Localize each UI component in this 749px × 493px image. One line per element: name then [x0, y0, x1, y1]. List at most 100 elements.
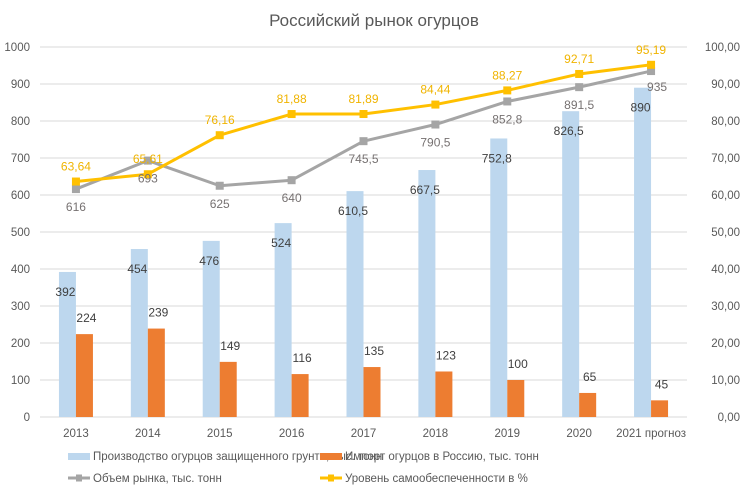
x-tick-label: 2016 [279, 428, 305, 440]
market-volume-marker [215, 181, 224, 190]
production-value-label: 667,5 [410, 183, 440, 197]
market-volume-marker [431, 120, 440, 129]
lines [71, 60, 656, 194]
bar-import [507, 380, 525, 417]
market-volume-marker [143, 156, 152, 165]
left-tick-label: 500 [11, 227, 30, 239]
left-axis-ticks: 0 100 200 300 400 500 600 700 800 900 1000 [4, 42, 30, 424]
x-tick-label: 2019 [494, 428, 520, 440]
bar-production [490, 138, 508, 418]
market-volume-value-label: 640 [282, 191, 302, 205]
import-value-label: 65 [583, 370, 597, 384]
right-tick-label: 80,00 [711, 116, 740, 128]
market-volume-marker [71, 185, 80, 194]
data-labels: 392 454 476 524 610,5 667,5 752,8 826,5 890 224 23… [55, 43, 668, 392]
x-tick-label: 2017 [351, 428, 377, 440]
left-tick-label: 300 [11, 301, 30, 313]
self-sufficiency-marker [503, 86, 512, 95]
self-sufficiency-value-label: 92,71 [564, 52, 594, 66]
bar-import [579, 392, 597, 417]
self-sufficiency-value-label: 95,19 [636, 43, 666, 57]
import-value-label: 45 [655, 377, 669, 391]
right-tick-label: 0,00 [718, 412, 740, 424]
market-volume-marker [359, 137, 368, 146]
self-sufficiency-value-label: 81,88 [277, 92, 307, 106]
production-value-label: 826,5 [554, 124, 584, 138]
self-sufficiency-marker [647, 60, 656, 69]
self-sufficiency-value-label: 84,44 [420, 83, 450, 97]
x-tick-label: 2014 [135, 428, 161, 440]
market-volume-value-label: 745,5 [348, 152, 378, 166]
self-sufficiency-marker [215, 131, 224, 140]
market-volume-marker [575, 83, 584, 92]
bars [58, 87, 669, 418]
market-volume-value-label: 852,8 [492, 112, 522, 126]
legend-self-sufficiency-marker [328, 474, 334, 482]
self-sufficiency-marker [287, 110, 296, 119]
production-value-label: 610,5 [338, 204, 368, 218]
production-value-label: 890 [631, 101, 651, 115]
import-value-label: 123 [436, 348, 456, 362]
x-tick-label: 2021 прогноз [616, 428, 686, 440]
left-tick-label: 0 [24, 412, 30, 424]
market-volume-marker [647, 67, 656, 76]
self-sufficiency-value-label: 63,64 [61, 160, 91, 174]
production-value-label: 752,8 [482, 151, 512, 165]
right-tick-label: 20,00 [711, 338, 740, 350]
legend-production-swatch [68, 453, 90, 460]
left-tick-label: 900 [11, 79, 30, 91]
import-value-label: 135 [364, 344, 384, 358]
self-sufficiency-value-label: 88,27 [492, 68, 522, 82]
x-axis-ticks: 2013 2014 2015 2016 2017 2018 2019 2020 2021 про… [63, 428, 686, 440]
production-value-label: 392 [55, 285, 75, 299]
self-sufficiency-value-label: 65,61 [133, 152, 163, 166]
production-value-label: 524 [271, 236, 291, 250]
right-tick-label: 60,00 [711, 190, 740, 202]
left-tick-label: 200 [11, 338, 30, 350]
self-sufficiency-marker [71, 177, 80, 186]
left-tick-label: 600 [11, 190, 30, 202]
right-tick-label: 30,00 [711, 301, 740, 313]
self-sufficiency-marker [431, 100, 440, 109]
market-volume-value-label: 790,5 [420, 136, 450, 150]
left-tick-label: 1000 [4, 42, 30, 54]
bar-import [435, 371, 453, 417]
right-tick-label: 100,00 [705, 42, 740, 54]
bar-import [75, 334, 93, 417]
bar-production [634, 87, 652, 417]
market-volume-marker [287, 176, 296, 185]
left-tick-label: 800 [11, 116, 30, 128]
right-tick-label: 70,00 [711, 153, 740, 165]
bar-import [363, 367, 381, 417]
x-tick-label: 2015 [207, 428, 233, 440]
import-value-label: 116 [293, 351, 312, 365]
right-tick-label: 90,00 [711, 79, 740, 91]
legend-import-label: Импорт огурцов в Россию, тыс. тонн [345, 451, 539, 463]
right-tick-label: 40,00 [711, 264, 740, 276]
market-volume-value-label: 616 [66, 200, 86, 214]
chart-title: Российский рынок огурцов [269, 11, 479, 30]
right-axis-ticks: 0,00 10,00 20,00 30,00 40,00 50,00 60,00 70,00 8… [705, 42, 740, 424]
bar-production [130, 249, 148, 417]
bar-production [274, 223, 292, 417]
legend-self-sufficiency-label: Уровень самообеспеченности в % [345, 473, 528, 485]
legend-import-swatch [320, 453, 342, 460]
legend-market-volume-marker [76, 474, 82, 482]
legend-market-volume-label: Объем рынка, тыс. тонн [93, 473, 222, 485]
bar-production [346, 191, 364, 417]
self-sufficiency-value-label: 81,89 [348, 92, 378, 106]
import-value-label: 100 [508, 357, 528, 371]
left-tick-label: 400 [11, 264, 30, 276]
import-value-label: 239 [148, 306, 168, 320]
x-tick-label: 2020 [566, 428, 592, 440]
self-sufficiency-marker [143, 170, 152, 179]
bar-import [291, 374, 309, 417]
x-tick-label: 2013 [63, 428, 89, 440]
self-sufficiency-marker [359, 110, 368, 119]
x-tick-label: 2018 [423, 428, 449, 440]
market-volume-value-label: 935 [647, 80, 667, 94]
left-tick-label: 700 [11, 153, 30, 165]
import-value-label: 149 [220, 339, 240, 353]
production-value-label: 454 [127, 262, 147, 276]
bar-production [418, 170, 436, 417]
